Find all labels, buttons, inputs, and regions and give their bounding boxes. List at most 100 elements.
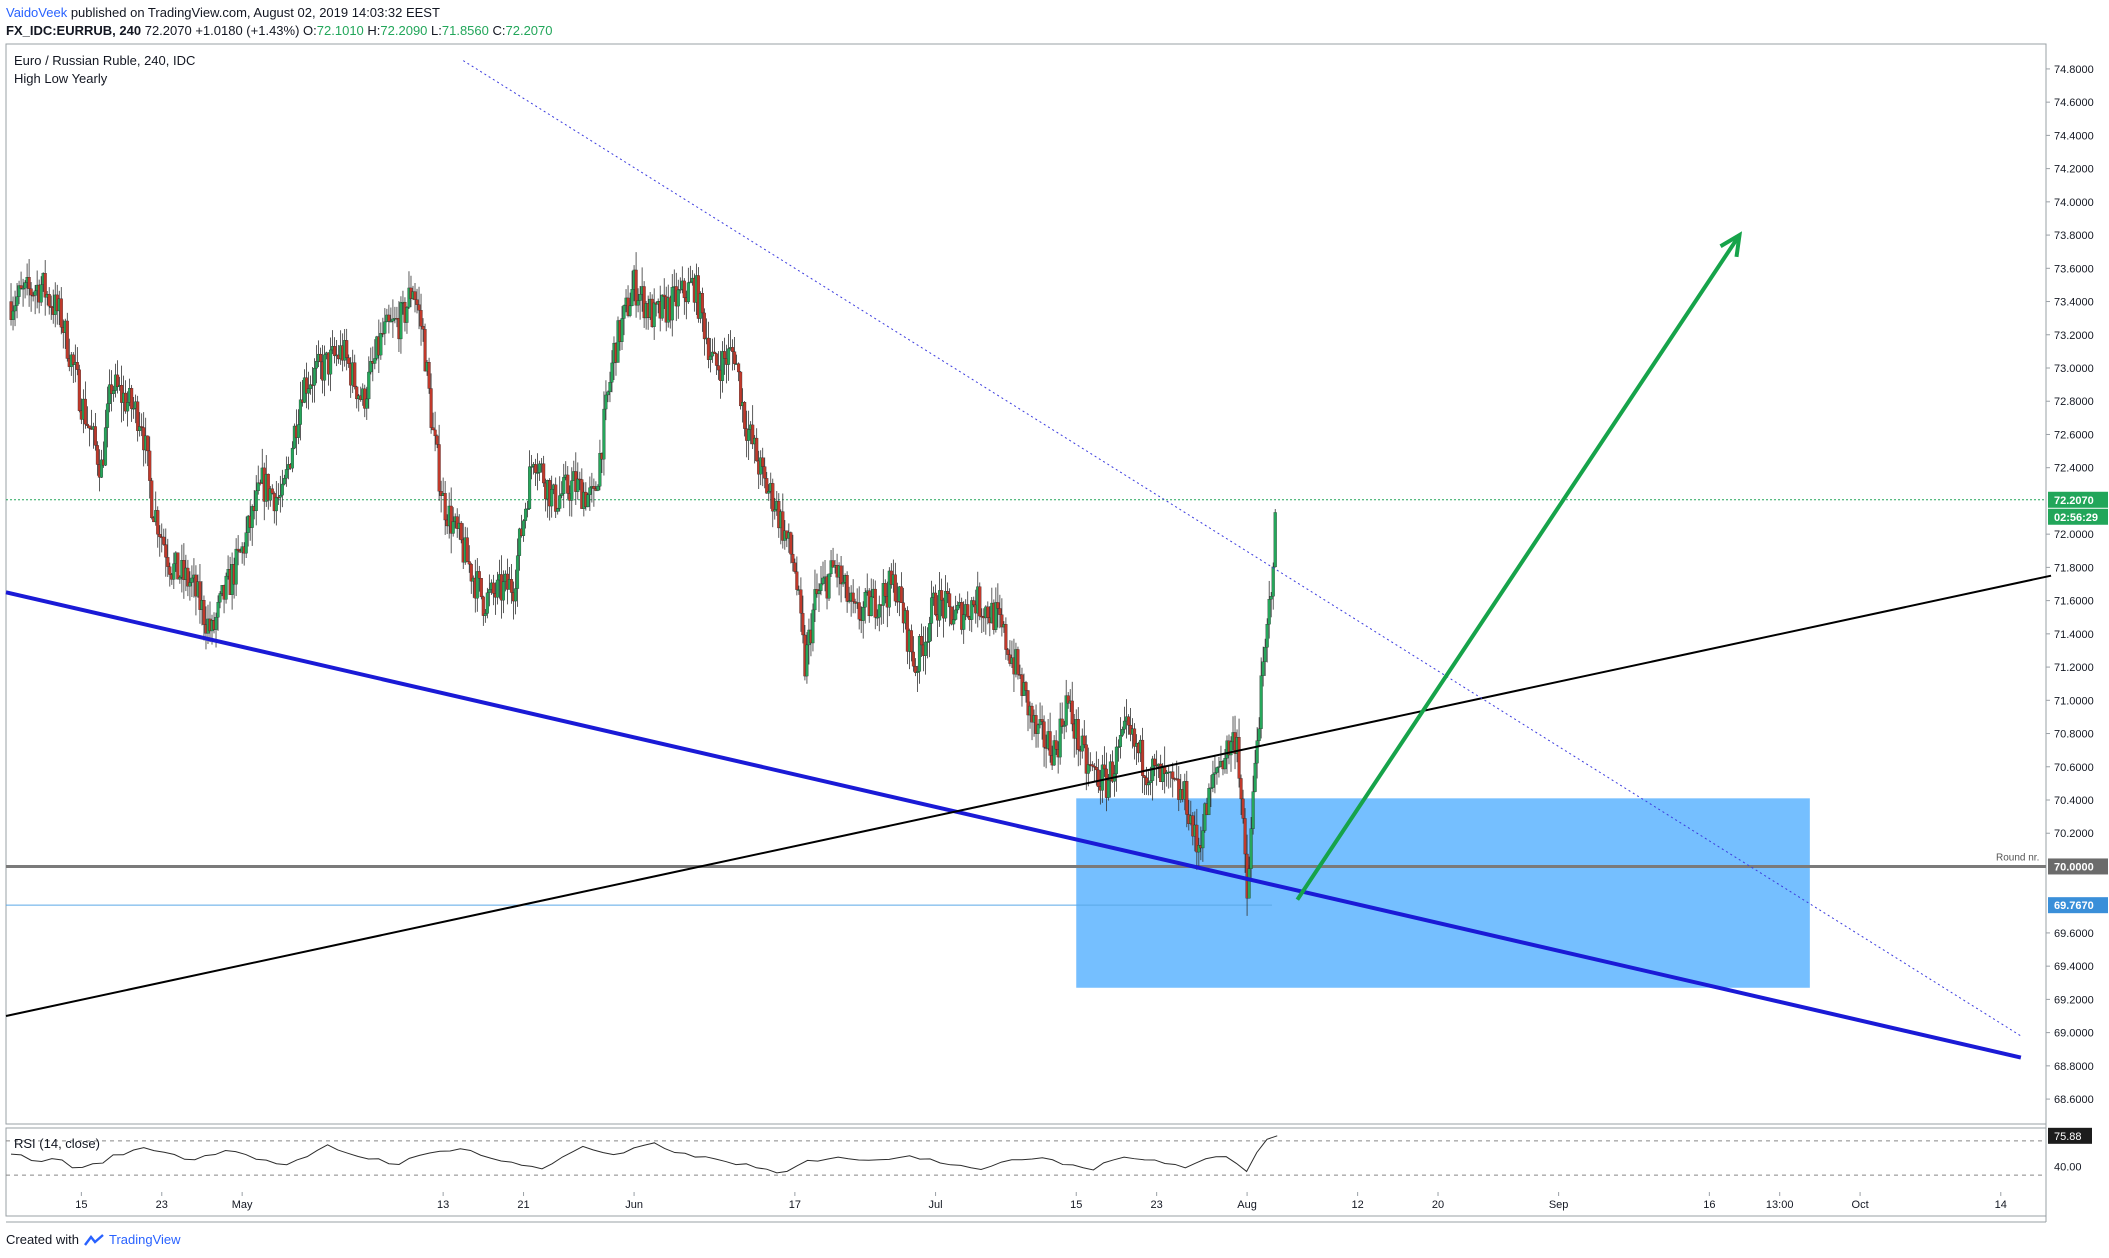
- candle-body: [596, 486, 600, 491]
- candle-body: [172, 563, 176, 580]
- candle-body: [895, 601, 899, 603]
- author-link[interactable]: VaidoVeek: [6, 5, 68, 20]
- candle-body: [1203, 803, 1207, 831]
- candle-body: [678, 288, 682, 291]
- candle-body: [166, 557, 170, 567]
- candle-body: [218, 593, 222, 603]
- rsi-value-badge-bg: [2048, 1127, 2092, 1144]
- support-zone: [1076, 798, 1810, 988]
- candle-body: [278, 494, 282, 498]
- candle-body: [712, 351, 717, 354]
- candle-body: [560, 493, 564, 496]
- candle-body: [389, 320, 393, 323]
- x-tick-label: 12: [1352, 1199, 1364, 1211]
- candle-body: [1036, 724, 1040, 734]
- candle-body: [737, 363, 741, 373]
- candle-body: [821, 577, 825, 584]
- candle-body: [523, 508, 528, 521]
- candle-body: [130, 388, 134, 409]
- candle-body: [75, 362, 79, 370]
- candle-body: [1092, 765, 1096, 768]
- candle-body: [986, 606, 990, 618]
- candle-body: [1211, 773, 1215, 788]
- candle-body: [202, 600, 206, 625]
- x-tick-label: 17: [789, 1199, 801, 1211]
- candle-body: [1217, 766, 1221, 768]
- x-tick-label: Jun: [625, 1199, 643, 1211]
- publish-info: VaidoVeek published on TradingView.com, …: [6, 4, 440, 22]
- candle-body: [39, 284, 43, 303]
- candle-body: [1114, 746, 1118, 775]
- candle-body: [686, 282, 690, 303]
- candle-body: [998, 608, 1002, 615]
- candle-body: [1251, 791, 1255, 829]
- low-value: 71.8560: [441, 23, 489, 38]
- candle-body: [373, 358, 377, 364]
- candle-body: [1215, 767, 1219, 773]
- candle-body: [915, 671, 920, 673]
- x-tick-label: 13:00: [1766, 1199, 1794, 1211]
- candle-body: [1147, 782, 1151, 786]
- candle-body: [1269, 596, 1273, 600]
- candle-body: [1060, 718, 1064, 727]
- tradingview-link[interactable]: TradingView: [108, 1232, 181, 1247]
- candle-body: [1110, 761, 1114, 782]
- open-value: 72.1010: [316, 23, 364, 38]
- candle-body: [216, 601, 220, 618]
- candle-body: [1259, 675, 1263, 729]
- candle-body: [491, 582, 495, 594]
- candle-body: [443, 493, 447, 521]
- candle-body: [913, 666, 918, 673]
- candle-body: [536, 472, 540, 474]
- candle-body: [27, 277, 31, 289]
- y-tick-label: 71.2000: [2054, 662, 2094, 674]
- candle-body: [1197, 845, 1201, 853]
- candle-body: [586, 494, 590, 508]
- candle-body: [682, 280, 686, 299]
- candle-body: [1229, 741, 1233, 756]
- candle-body: [1070, 700, 1074, 725]
- candle-body: [19, 285, 23, 289]
- candle-body: [1255, 740, 1259, 764]
- candle-body: [630, 289, 634, 307]
- candle-body: [934, 592, 938, 615]
- candle-body: [477, 571, 481, 579]
- candle-body: [606, 391, 610, 396]
- candle-body: [136, 401, 140, 431]
- candle-body: [700, 293, 704, 314]
- candle-body: [566, 474, 570, 494]
- candle-body: [1261, 661, 1265, 676]
- candle-body: [799, 589, 803, 614]
- close-label: C:: [492, 23, 506, 38]
- candle-body: [952, 619, 956, 625]
- candle-body: [538, 463, 542, 473]
- candle-body: [517, 528, 522, 556]
- y-tick-label: 74.8000: [2054, 64, 2094, 76]
- candle-body: [761, 457, 765, 467]
- candle-body: [323, 354, 327, 381]
- candle-body: [909, 630, 913, 653]
- candle-body: [379, 333, 383, 356]
- candle-body: [1241, 798, 1245, 819]
- countdown-badge: 02:56:29: [2054, 512, 2098, 524]
- candle-body: [43, 273, 47, 298]
- last-price-badge-bg: [2048, 491, 2108, 508]
- candle-body: [929, 597, 934, 624]
- candle-body: [1096, 769, 1100, 787]
- candle-body: [1171, 771, 1175, 779]
- candle-body: [495, 579, 499, 598]
- candle-body: [11, 310, 15, 320]
- price-change: +1.0180 (+1.43%): [195, 23, 300, 38]
- candle-body: [620, 318, 624, 342]
- candle-body: [1195, 824, 1199, 853]
- candle-body: [437, 444, 441, 492]
- candle-body: [1201, 830, 1205, 849]
- candle-body: [1076, 719, 1080, 750]
- candle-body: [224, 575, 228, 600]
- open-label: O:: [303, 23, 317, 38]
- candle-body: [1042, 721, 1046, 748]
- y-tick-label: 73.2000: [2054, 330, 2094, 342]
- candle-body: [819, 583, 823, 591]
- candle-body: [608, 382, 612, 393]
